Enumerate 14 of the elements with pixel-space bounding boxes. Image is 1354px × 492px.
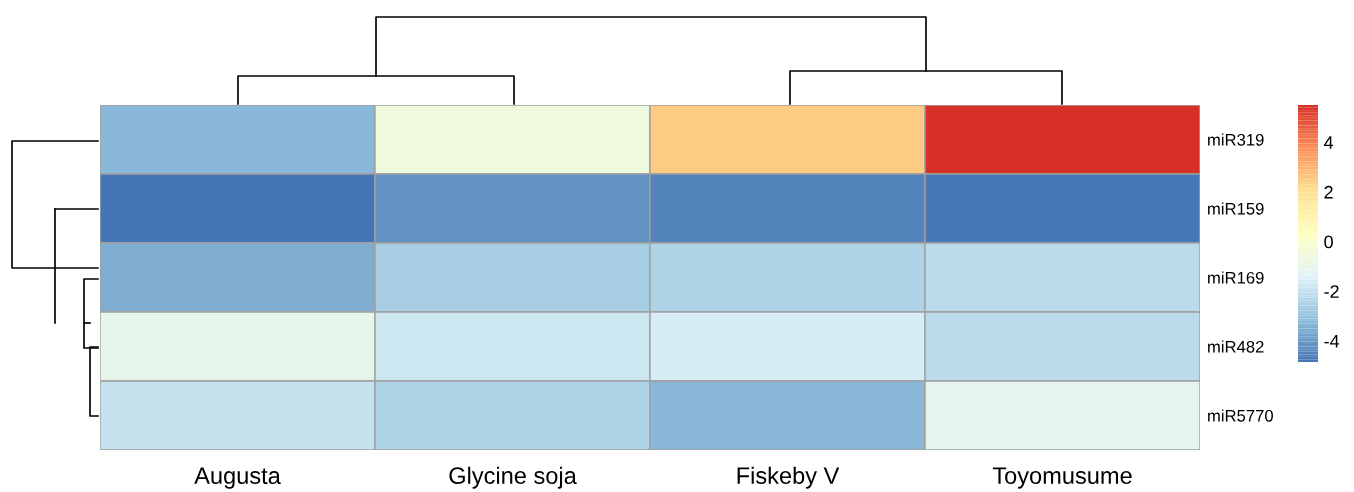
color-bar-label: -2: [1324, 285, 1339, 298]
x-tick-label: Glycine soja: [449, 466, 577, 489]
y-tick-label: miR169: [1208, 271, 1264, 284]
x-tick-label: Augusta: [194, 467, 281, 489]
color-bar-label: 0: [1324, 235, 1333, 249]
y-tick-label: miR159: [1208, 202, 1264, 215]
x-tick-label: Fiskeby V: [737, 466, 840, 489]
y-tick-label: miR482: [1208, 340, 1264, 353]
y-tick-label: miR5770: [1208, 409, 1273, 422]
y-tick-label: miR319: [1208, 133, 1264, 146]
x-tick-label: Toyomusume: [992, 467, 1132, 489]
color-bar-label: 4: [1323, 136, 1334, 149]
color-bar-label: -4: [1324, 335, 1340, 348]
color-bar-label: 2: [1324, 185, 1333, 199]
